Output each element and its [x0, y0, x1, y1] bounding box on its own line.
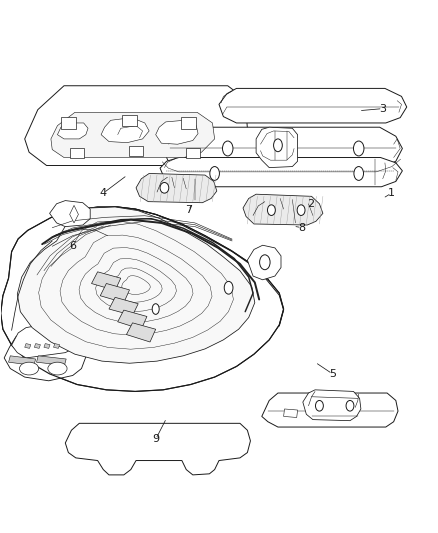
Ellipse shape: [274, 139, 283, 152]
Polygon shape: [129, 146, 143, 156]
Text: 8: 8: [298, 223, 306, 233]
Ellipse shape: [210, 166, 219, 180]
Ellipse shape: [297, 205, 305, 215]
Text: 7: 7: [185, 205, 192, 215]
Polygon shape: [262, 393, 398, 427]
Polygon shape: [136, 173, 217, 203]
Polygon shape: [49, 200, 90, 227]
Polygon shape: [303, 390, 361, 421]
Ellipse shape: [19, 362, 39, 375]
Polygon shape: [155, 120, 198, 144]
Ellipse shape: [224, 281, 233, 294]
Polygon shape: [25, 86, 247, 165]
Polygon shape: [57, 123, 88, 139]
Ellipse shape: [268, 205, 276, 215]
Polygon shape: [100, 284, 130, 303]
Polygon shape: [60, 117, 76, 128]
Ellipse shape: [160, 182, 169, 193]
Ellipse shape: [353, 141, 364, 156]
Text: 5: 5: [329, 369, 336, 379]
Text: 2: 2: [307, 199, 314, 209]
Ellipse shape: [354, 166, 364, 180]
Ellipse shape: [48, 362, 67, 375]
Polygon shape: [186, 148, 200, 158]
Ellipse shape: [260, 255, 270, 270]
Polygon shape: [34, 344, 40, 349]
Polygon shape: [127, 323, 155, 342]
Polygon shape: [51, 112, 215, 158]
Polygon shape: [101, 118, 149, 143]
Polygon shape: [4, 324, 86, 381]
Polygon shape: [36, 356, 66, 366]
Ellipse shape: [223, 141, 233, 156]
Ellipse shape: [152, 304, 159, 314]
Polygon shape: [243, 194, 323, 225]
Polygon shape: [70, 148, 84, 158]
Polygon shape: [180, 117, 196, 128]
Polygon shape: [109, 297, 138, 316]
Text: 9: 9: [152, 434, 159, 445]
Polygon shape: [70, 205, 78, 223]
Polygon shape: [118, 310, 147, 329]
Text: 1: 1: [388, 188, 395, 198]
Polygon shape: [9, 356, 35, 366]
Polygon shape: [160, 158, 403, 187]
Polygon shape: [1, 207, 284, 391]
Ellipse shape: [315, 400, 323, 411]
Polygon shape: [284, 409, 297, 417]
Polygon shape: [219, 88, 407, 123]
Polygon shape: [247, 245, 281, 280]
Ellipse shape: [346, 400, 354, 411]
Polygon shape: [25, 344, 31, 349]
Text: 3: 3: [379, 103, 386, 114]
Text: 4: 4: [100, 188, 107, 198]
Polygon shape: [162, 127, 403, 168]
Polygon shape: [53, 344, 60, 349]
Text: 6: 6: [69, 241, 76, 251]
Polygon shape: [122, 115, 138, 126]
Polygon shape: [65, 423, 251, 475]
Polygon shape: [44, 344, 50, 349]
Polygon shape: [12, 321, 81, 358]
Polygon shape: [17, 207, 255, 364]
Polygon shape: [92, 272, 121, 290]
Polygon shape: [256, 127, 297, 167]
